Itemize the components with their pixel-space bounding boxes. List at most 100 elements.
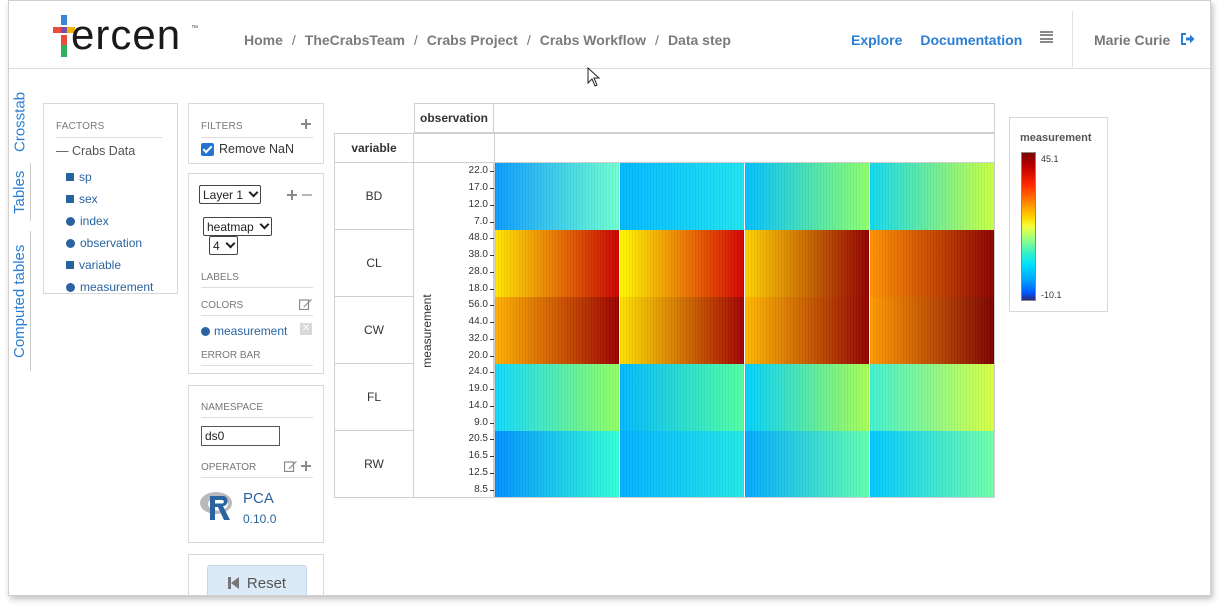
hamburger-menu-icon[interactable] [1040,31,1053,43]
heatmap-cell-block [495,431,619,497]
tab-tables[interactable]: Tables [9,163,31,221]
factor-variable[interactable]: variable [66,254,153,276]
legend-title: measurement [1020,132,1092,144]
documentation-link[interactable]: Documentation [920,32,1023,48]
y-tick-label: 32.0 [448,334,494,344]
mouse-cursor-icon [587,67,601,87]
heatmap-cell-block [870,163,994,230]
app-window: ercen ™ Home / TheCrabsTeam / Crabs Proj… [8,0,1211,596]
y-tick-label: 20.5 [448,434,494,444]
factor-sp[interactable]: sp [66,166,153,188]
user-name[interactable]: Marie Curie [1094,32,1171,48]
operator-version: 0.10.0 [243,512,277,526]
color-legend: measurement 45.1 -10.1 [1009,117,1108,312]
heatmap-cell-block [495,230,619,297]
heatmap-cell-block [620,364,744,431]
row-label-bd[interactable]: BD [334,163,414,230]
heatmap-cell-block [870,364,994,431]
explore-link[interactable]: Explore [851,32,903,48]
checkbox-checked-icon[interactable] [201,142,214,156]
colors-section-title: COLORS [201,300,313,316]
size-select-value: 4 [213,238,220,253]
column-factor-header[interactable]: observation [414,103,494,133]
factors-panel: FACTORS — Crabs Data sp sex index observ… [43,103,178,294]
y-tick-label: 48.0 [448,233,494,243]
factor-root-crabs-data[interactable]: — Crabs Data [56,144,136,158]
chevron-down-icon [225,238,236,249]
heatmap-cell-block [620,297,744,364]
add-layer-plus-icon[interactable] [287,190,297,200]
row-label-fl[interactable]: FL [334,364,414,431]
layer-select-value: Layer 1 [203,187,244,202]
heatmap-cell-block [745,431,869,497]
color-factor-measurement[interactable]: measurement [201,324,287,338]
heatmap-cell-block [620,163,744,230]
factor-measurement[interactable]: measurement [66,276,153,298]
reset-panel: Reset [188,554,324,595]
remove-layer-minus-icon[interactable] [302,194,312,196]
factor-list: sp sex index observation variable measur… [66,166,153,298]
row-label-cw[interactable]: CW [334,297,414,364]
skip-back-icon [227,577,239,589]
row-factor-header[interactable]: variable [334,133,414,163]
y-tick-label: 17.0 [448,183,494,193]
add-filter-plus-icon[interactable] [301,119,311,129]
size-select[interactable]: 4 [209,236,238,255]
row-label-cl[interactable]: CL [334,230,414,297]
breadcrumb: Home / TheCrabsTeam / Crabs Project / Cr… [244,32,731,48]
logo-cross-icon [53,15,75,57]
y-tick-label: 12.5 [448,468,494,478]
breadcrumb-data-step[interactable]: Data step [667,32,731,48]
layer-select[interactable]: Layer 1 [199,185,262,204]
factor-label: sp [79,170,92,184]
chart-type-value: heatmap [207,219,254,234]
factor-index[interactable]: index [66,210,153,232]
y-tick-label: 22.0 [448,166,494,176]
remove-nan-checkbox[interactable]: Remove NaN [201,142,294,156]
chevron-down-icon [248,187,259,198]
tercen-logo[interactable]: ercen ™ [53,11,203,59]
heatmap-cell-block [495,364,619,431]
column-header-area[interactable] [494,103,995,133]
reset-button[interactable]: Reset [207,565,307,595]
factor-observation[interactable]: observation [66,232,153,254]
row-label-rw[interactable]: RW [334,431,414,498]
heatmap-plot[interactable] [494,163,995,498]
y-tick-label: 56.0 [448,300,494,310]
heatmap-row [495,364,994,431]
breadcrumb-workflow[interactable]: Crabs Workflow [539,32,647,48]
breadcrumb-home[interactable]: Home [244,32,283,48]
add-operator-plus-icon[interactable] [301,461,311,471]
square-icon [66,195,74,203]
tab-computed-tables[interactable]: Computed tables [9,231,31,371]
tab-crosstab[interactable]: Crosstab [11,91,29,153]
namespace-input[interactable]: ds0 [201,426,280,446]
edit-operator-icon[interactable] [284,460,297,472]
legend-min-label: -10.1 [1041,290,1062,300]
heatmap-cell-block [620,431,744,497]
breadcrumb-team[interactable]: TheCrabsTeam [304,32,405,48]
factor-label: variable [79,258,122,272]
top-header: ercen ™ Home / TheCrabsTeam / Crabs Proj… [9,1,1210,69]
y-tick-label: 12.0 [448,200,494,210]
layer-panel: Layer 1 heatmap 4 LABELS COLORS measurem… [188,173,324,374]
operator-name[interactable]: PCA [243,490,274,507]
factor-label: index [80,214,109,228]
dot-icon [66,216,75,226]
breadcrumb-project[interactable]: Crabs Project [426,32,518,48]
logo-text: ercen [71,11,182,58]
y-axis-column[interactable] [414,163,494,498]
heatmap-cell-block [870,297,994,364]
y-tick-label: 8.5 [448,485,494,495]
chart-type-select[interactable]: heatmap [203,217,272,236]
logout-icon[interactable] [1180,32,1195,46]
heatmap-cell-block [745,230,869,297]
heatmap-cell-block [870,230,994,297]
namespace-panel: NAMESPACE ds0 OPERATOR PCA 0.10.0 [188,385,324,543]
factor-sex[interactable]: sex [66,188,153,210]
breadcrumb-separator: / [526,32,531,48]
errorbar-section-title: ERROR BAR [201,350,313,366]
r-language-icon [200,492,232,520]
edit-colors-icon[interactable] [299,298,312,310]
remove-color-close-icon[interactable]: ✕ [300,323,312,335]
